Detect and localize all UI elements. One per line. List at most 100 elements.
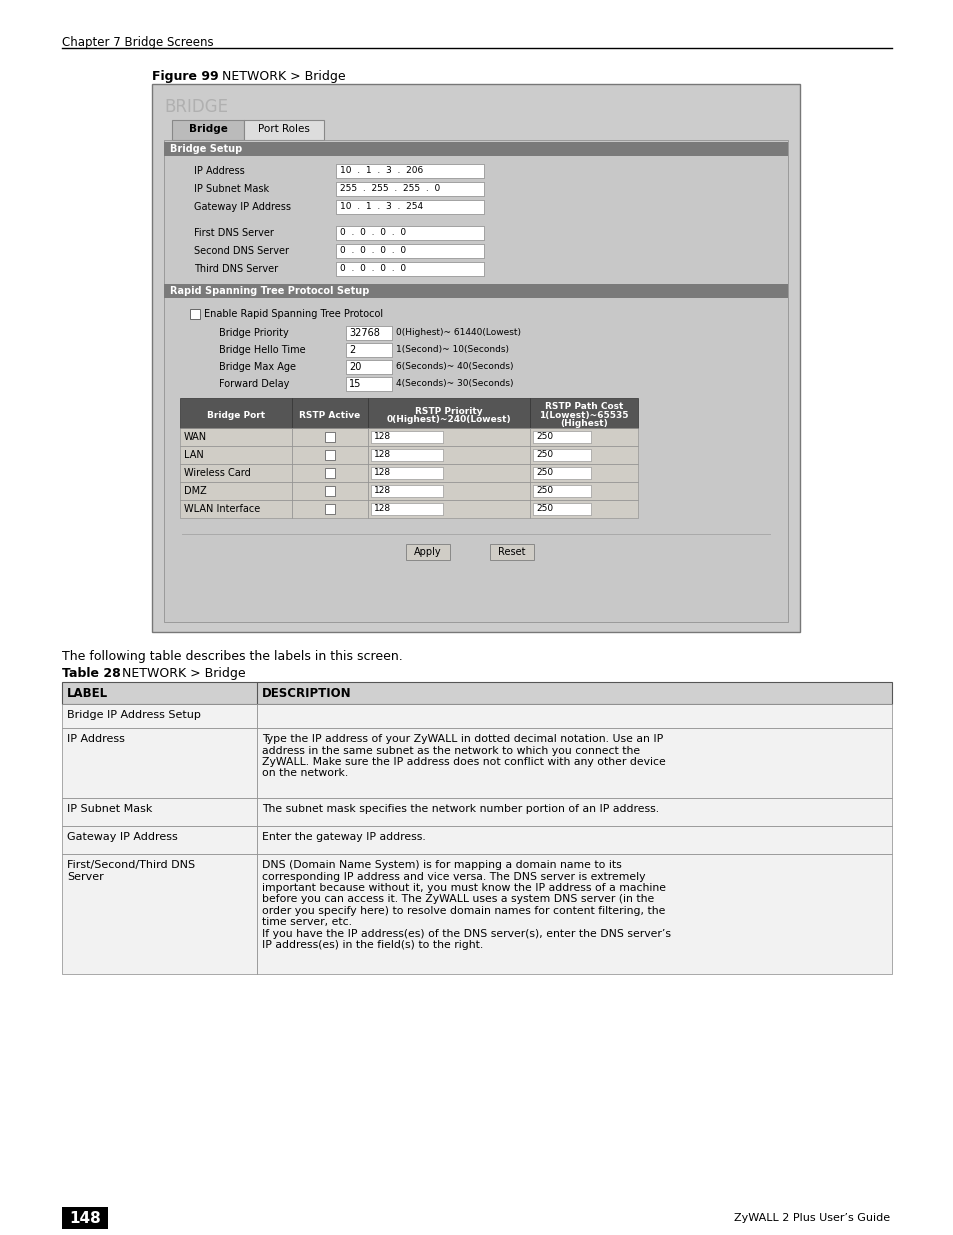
Text: 0(Highest)~240(Lowest): 0(Highest)~240(Lowest)	[386, 415, 511, 424]
Text: IP address(es) in the field(s) to the right.: IP address(es) in the field(s) to the ri…	[262, 941, 483, 951]
Bar	[180, 429, 292, 446]
Text: 250: 250	[536, 450, 553, 459]
Text: RSTP Path Cost: RSTP Path Cost	[544, 403, 622, 411]
Bar	[292, 500, 368, 517]
Text: 148: 148	[69, 1212, 101, 1226]
Text: 0  .  0  .  0  .  0: 0 . 0 . 0 . 0	[339, 228, 406, 237]
Bar	[335, 164, 483, 178]
Text: Server: Server	[67, 872, 104, 882]
Text: 10  .  1  .  3  .  254: 10 . 1 . 3 . 254	[339, 203, 423, 211]
Bar	[180, 500, 292, 517]
Text: time server, etc.: time server, etc.	[262, 918, 352, 927]
Bar	[256, 704, 891, 727]
Text: (Highest): (Highest)	[559, 419, 607, 429]
Bar	[530, 398, 638, 429]
Bar	[335, 245, 483, 258]
Text: 1(Second)~ 10(Seconds): 1(Second)~ 10(Seconds)	[395, 345, 509, 354]
Text: The following table describes the labels in this screen.: The following table describes the labels…	[62, 650, 402, 663]
Bar	[533, 485, 590, 496]
Bar	[180, 482, 292, 500]
Text: Bridge Max Age: Bridge Max Age	[219, 362, 295, 372]
Text: IP Address: IP Address	[67, 734, 125, 743]
Bar	[62, 826, 256, 853]
Text: Port Roles: Port Roles	[258, 124, 310, 135]
Bar	[371, 485, 442, 496]
Text: 128: 128	[374, 487, 391, 495]
Text: 0  .  0  .  0  .  0: 0 . 0 . 0 . 0	[339, 246, 406, 254]
Bar	[172, 120, 244, 140]
Text: corresponding IP address and vice versa. The DNS server is extremely: corresponding IP address and vice versa.…	[262, 872, 645, 882]
Text: First/Second/Third DNS: First/Second/Third DNS	[67, 860, 195, 869]
Bar	[533, 467, 590, 479]
Bar	[368, 429, 530, 446]
Text: 255  .  255  .  255  .  0: 255 . 255 . 255 . 0	[339, 184, 439, 193]
Text: 250: 250	[536, 432, 553, 441]
Text: Bridge Setup: Bridge Setup	[170, 144, 242, 154]
Text: Gateway IP Address: Gateway IP Address	[67, 832, 177, 842]
Bar	[256, 727, 891, 798]
Text: Chapter 7 Bridge Screens: Chapter 7 Bridge Screens	[62, 36, 213, 49]
Bar	[335, 200, 483, 214]
Text: 128: 128	[374, 504, 391, 513]
Text: RSTP Priority: RSTP Priority	[415, 406, 482, 415]
Text: Enable Rapid Spanning Tree Protocol: Enable Rapid Spanning Tree Protocol	[204, 309, 383, 319]
Bar	[256, 853, 891, 974]
Text: 32768: 32768	[349, 329, 379, 338]
Text: 128: 128	[374, 432, 391, 441]
Text: Second DNS Server: Second DNS Server	[193, 246, 289, 256]
Text: 250: 250	[536, 468, 553, 477]
Bar	[62, 853, 256, 974]
Text: 0(Highest)~ 61440(Lowest): 0(Highest)~ 61440(Lowest)	[395, 329, 520, 337]
Bar	[190, 309, 200, 319]
Text: 1(Lowest)~65535: 1(Lowest)~65535	[538, 411, 628, 420]
Bar	[256, 798, 891, 826]
Text: Forward Delay: Forward Delay	[219, 379, 289, 389]
Bar	[325, 504, 335, 514]
Bar	[368, 464, 530, 482]
Text: 250: 250	[536, 487, 553, 495]
Text: IP Subnet Mask: IP Subnet Mask	[67, 804, 152, 814]
Bar	[152, 84, 800, 632]
Text: Bridge Priority: Bridge Priority	[219, 329, 289, 338]
Text: 250: 250	[536, 504, 553, 513]
Bar	[256, 826, 891, 853]
Bar	[164, 140, 787, 622]
Bar	[533, 450, 590, 461]
Bar	[346, 326, 392, 340]
Text: 128: 128	[374, 468, 391, 477]
Text: 128: 128	[374, 450, 391, 459]
Text: important because without it, you must know the IP address of a machine: important because without it, you must k…	[262, 883, 665, 893]
Text: Bridge IP Address Setup: Bridge IP Address Setup	[67, 710, 201, 720]
Text: 10  .  1  .  3  .  206: 10 . 1 . 3 . 206	[339, 165, 423, 175]
Text: WLAN Interface: WLAN Interface	[184, 504, 260, 514]
Text: 2: 2	[349, 345, 355, 354]
Bar	[406, 543, 450, 559]
Bar	[180, 446, 292, 464]
Text: Rapid Spanning Tree Protocol Setup: Rapid Spanning Tree Protocol Setup	[170, 287, 369, 296]
Text: 6(Seconds)~ 40(Seconds): 6(Seconds)~ 40(Seconds)	[395, 362, 513, 370]
Text: Wireless Card: Wireless Card	[184, 468, 251, 478]
Bar	[533, 431, 590, 443]
Text: Gateway IP Address: Gateway IP Address	[193, 203, 291, 212]
Bar	[62, 682, 891, 704]
Bar	[325, 468, 335, 478]
Bar	[335, 226, 483, 240]
Text: Bridge Port: Bridge Port	[207, 411, 265, 420]
Bar	[368, 446, 530, 464]
Text: IP Subnet Mask: IP Subnet Mask	[193, 184, 269, 194]
Bar	[292, 446, 368, 464]
Bar	[530, 446, 638, 464]
Text: If you have the IP address(es) of the DNS server(s), enter the DNS server’s: If you have the IP address(es) of the DN…	[262, 929, 670, 939]
Bar	[346, 377, 392, 391]
Bar	[530, 500, 638, 517]
Text: BRIDGE: BRIDGE	[164, 98, 228, 116]
Bar	[180, 398, 292, 429]
Bar	[292, 482, 368, 500]
Bar	[325, 432, 335, 442]
Text: order you specify here) to resolve domain names for content filtering, the: order you specify here) to resolve domai…	[262, 906, 664, 916]
Text: WAN: WAN	[184, 432, 207, 442]
Bar	[292, 398, 368, 429]
Text: ZyWALL. Make sure the IP address does not conflict with any other device: ZyWALL. Make sure the IP address does no…	[262, 757, 665, 767]
Bar	[0, 1205, 953, 1235]
Text: Bridge Hello Time: Bridge Hello Time	[219, 345, 305, 354]
